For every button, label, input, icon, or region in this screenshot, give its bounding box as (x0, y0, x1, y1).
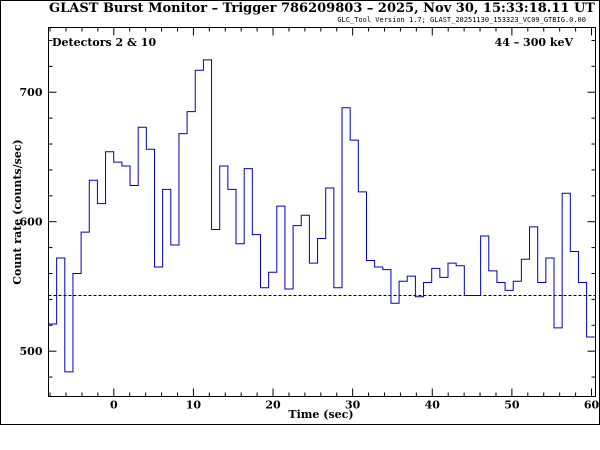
chart-title: GLAST Burst Monitor – Trigger 786209803 … (49, 1, 595, 16)
x-tick-label: 20 (265, 399, 281, 412)
axis-ticks (48, 27, 596, 397)
lightcurve-series (48, 59, 595, 373)
x-tick-label: 60 (584, 399, 600, 412)
x-tick-label: 40 (425, 399, 441, 412)
x-tick-label: 30 (345, 399, 361, 412)
energy-range-annotation: 44 – 300 keV (495, 36, 574, 49)
chart-subtitle: GLC_Tool Version 1.7; GLAST_20251130_153… (337, 16, 586, 24)
plot-frame (48, 27, 596, 397)
y-tick-label: 500 (20, 345, 43, 358)
x-tick-label: 0 (110, 399, 118, 412)
x-tick-label: 10 (186, 399, 202, 412)
y-tick-label: 600 (20, 216, 43, 229)
x-axis-label: Time (sec) (288, 408, 353, 421)
y-tick-label: 700 (20, 86, 43, 99)
axis-tick-labels: 0 10 20 30 40 50 60 500 600 700 (20, 86, 600, 411)
y-axis-label: Count rate (counts/sec) (11, 139, 24, 284)
plot-area (48, 27, 596, 397)
detectors-annotation: Detectors 2 & 10 (52, 36, 156, 49)
x-tick-label: 50 (504, 399, 520, 412)
